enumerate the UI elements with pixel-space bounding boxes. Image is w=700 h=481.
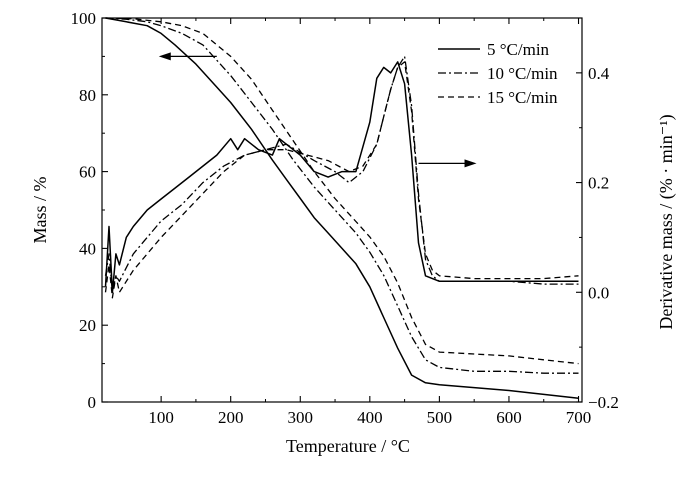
mass-series-10-line <box>105 17 579 374</box>
x-tick-label-300: 300 <box>288 408 314 427</box>
axis-ticks <box>102 17 582 403</box>
mass-series-5-line <box>105 17 579 399</box>
left-y-tick-label-0: 0 <box>88 393 97 412</box>
right-y-tick-label-3: 0.4 <box>588 64 610 83</box>
left-y-tick-label-60: 60 <box>79 163 96 182</box>
left-axis-title: Mass / % <box>30 176 50 243</box>
left-y-tick-label-40: 40 <box>79 239 96 258</box>
right-y-tick-label-2: 0.2 <box>588 174 609 193</box>
right-arrow-head <box>464 159 477 168</box>
x-tick-label-400: 400 <box>357 408 383 427</box>
left-y-tick-label-100: 100 <box>71 9 97 28</box>
left-arrow-head <box>158 52 171 61</box>
x-tick-label-200: 200 <box>218 408 244 427</box>
data-series <box>104 17 579 399</box>
legend-label-15: 15 °C/min <box>487 88 558 107</box>
x-axis-title: Temperature / °C <box>286 436 410 456</box>
left-y-tick-label-20: 20 <box>79 316 96 335</box>
right-axis-title: Derivative mass / (% · min⁻¹) <box>656 114 677 329</box>
derivative-series-5-line <box>104 61 579 294</box>
derivative-series-15-line <box>104 61 579 299</box>
left-y-tick-label-80: 80 <box>79 86 96 105</box>
x-tick-label-700: 700 <box>566 408 592 427</box>
axis-tick-labels: 100 200 300 400 500 600 700 0 20 40 60 80 100 −0.2 0.0… <box>71 9 619 427</box>
x-tick-label-100: 100 <box>148 408 174 427</box>
chart-annotations <box>158 52 477 168</box>
right-y-tick-label-0: −0.2 <box>588 393 619 412</box>
legend-label-5: 5 °C/min <box>487 40 550 59</box>
legend: 5 °C/min 10 °C/min 15 °C/min <box>438 40 558 107</box>
x-tick-label-600: 600 <box>496 408 522 427</box>
derivative-series-10-line <box>104 55 579 293</box>
x-tick-label-500: 500 <box>427 408 453 427</box>
right-y-tick-label-1: 0.0 <box>588 283 609 302</box>
legend-label-10: 10 °C/min <box>487 64 558 83</box>
